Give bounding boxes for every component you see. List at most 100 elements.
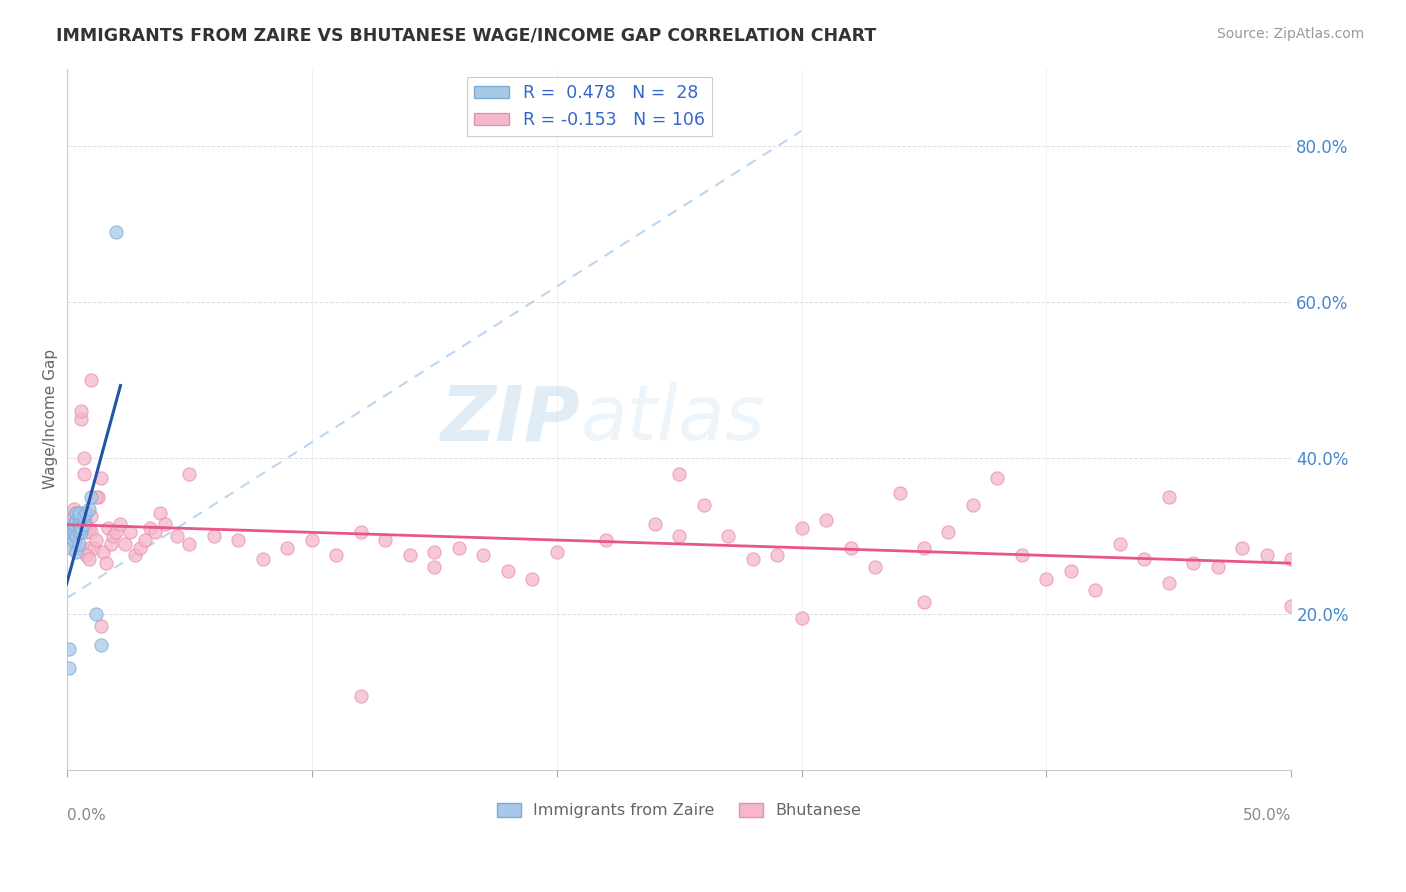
Point: [67, 506, 90, 520]
Point: [60, 524, 83, 539]
Point: [814, 513, 837, 527]
Point: [80, 524, 103, 539]
Point: [65, 506, 87, 520]
Point: [84, 533, 107, 547]
Point: [67, 517, 90, 532]
Text: 0.0%: 0.0%: [66, 808, 105, 823]
Point: [1281, 599, 1303, 613]
Point: [1182, 556, 1205, 570]
Point: [63, 524, 86, 539]
Point: [65, 513, 87, 527]
Point: [73, 467, 96, 481]
Point: [962, 498, 984, 512]
Point: [938, 524, 960, 539]
Point: [80, 490, 103, 504]
Point: [77, 541, 100, 555]
Point: [67, 541, 90, 555]
Point: [104, 225, 127, 239]
Point: [1232, 541, 1254, 555]
Point: [58, 524, 80, 539]
Point: [97, 521, 120, 535]
Point: [595, 533, 617, 547]
Point: [120, 524, 142, 539]
Point: [1060, 564, 1083, 578]
Point: [374, 533, 396, 547]
Point: [63, 533, 86, 547]
Point: [766, 549, 789, 563]
Point: [65, 544, 87, 558]
Text: 50.0%: 50.0%: [1243, 808, 1292, 823]
Legend: Immigrants from Zaire, Bhutanese: Immigrants from Zaire, Bhutanese: [491, 797, 868, 825]
Point: [177, 537, 200, 551]
Point: [90, 470, 112, 484]
Point: [90, 638, 112, 652]
Point: [177, 467, 200, 481]
Point: [65, 521, 87, 535]
Point: [90, 618, 112, 632]
Point: [889, 486, 911, 500]
Point: [349, 524, 371, 539]
Point: [63, 517, 86, 532]
Point: [63, 509, 86, 524]
Point: [70, 517, 93, 532]
Point: [58, 641, 80, 656]
Point: [67, 509, 90, 524]
Point: [84, 490, 107, 504]
Point: [692, 498, 714, 512]
Point: [741, 552, 763, 566]
Point: [153, 517, 176, 532]
Point: [63, 521, 86, 535]
Point: [60, 521, 83, 535]
Point: [70, 524, 93, 539]
Point: [226, 533, 249, 547]
Point: [75, 506, 97, 520]
Point: [63, 501, 86, 516]
Point: [790, 611, 813, 625]
Point: [77, 552, 100, 566]
Text: Source: ZipAtlas.com: Source: ZipAtlas.com: [1216, 27, 1364, 41]
Point: [67, 524, 90, 539]
Point: [60, 521, 83, 535]
Point: [1256, 549, 1278, 563]
Point: [143, 524, 166, 539]
Point: [423, 544, 446, 558]
Point: [912, 595, 935, 609]
Point: [839, 541, 862, 555]
Point: [80, 509, 103, 524]
Point: [75, 506, 97, 520]
Point: [124, 549, 146, 563]
Point: [668, 467, 690, 481]
Point: [472, 549, 495, 563]
Point: [65, 513, 87, 527]
Text: IMMIGRANTS FROM ZAIRE VS BHUTANESE WAGE/INCOME GAP CORRELATION CHART: IMMIGRANTS FROM ZAIRE VS BHUTANESE WAGE/…: [56, 27, 876, 45]
Point: [252, 552, 274, 566]
Point: [70, 521, 93, 535]
Point: [134, 533, 156, 547]
Point: [67, 517, 90, 532]
Text: ZIP: ZIP: [441, 382, 581, 456]
Point: [546, 544, 568, 558]
Point: [1011, 549, 1033, 563]
Point: [84, 607, 107, 621]
Point: [986, 470, 1008, 484]
Y-axis label: Wage/Income Gap: Wage/Income Gap: [44, 349, 58, 489]
Point: [104, 524, 127, 539]
Point: [70, 412, 93, 426]
Point: [139, 521, 162, 535]
Point: [668, 529, 690, 543]
Point: [67, 509, 90, 524]
Point: [60, 513, 83, 527]
Point: [73, 517, 96, 532]
Point: [1157, 575, 1180, 590]
Point: [70, 404, 93, 418]
Point: [1281, 552, 1303, 566]
Point: [276, 541, 298, 555]
Point: [87, 490, 110, 504]
Point: [447, 541, 470, 555]
Point: [129, 541, 152, 555]
Point: [60, 541, 83, 555]
Point: [1084, 583, 1107, 598]
Point: [398, 549, 420, 563]
Point: [65, 529, 87, 543]
Point: [349, 689, 371, 703]
